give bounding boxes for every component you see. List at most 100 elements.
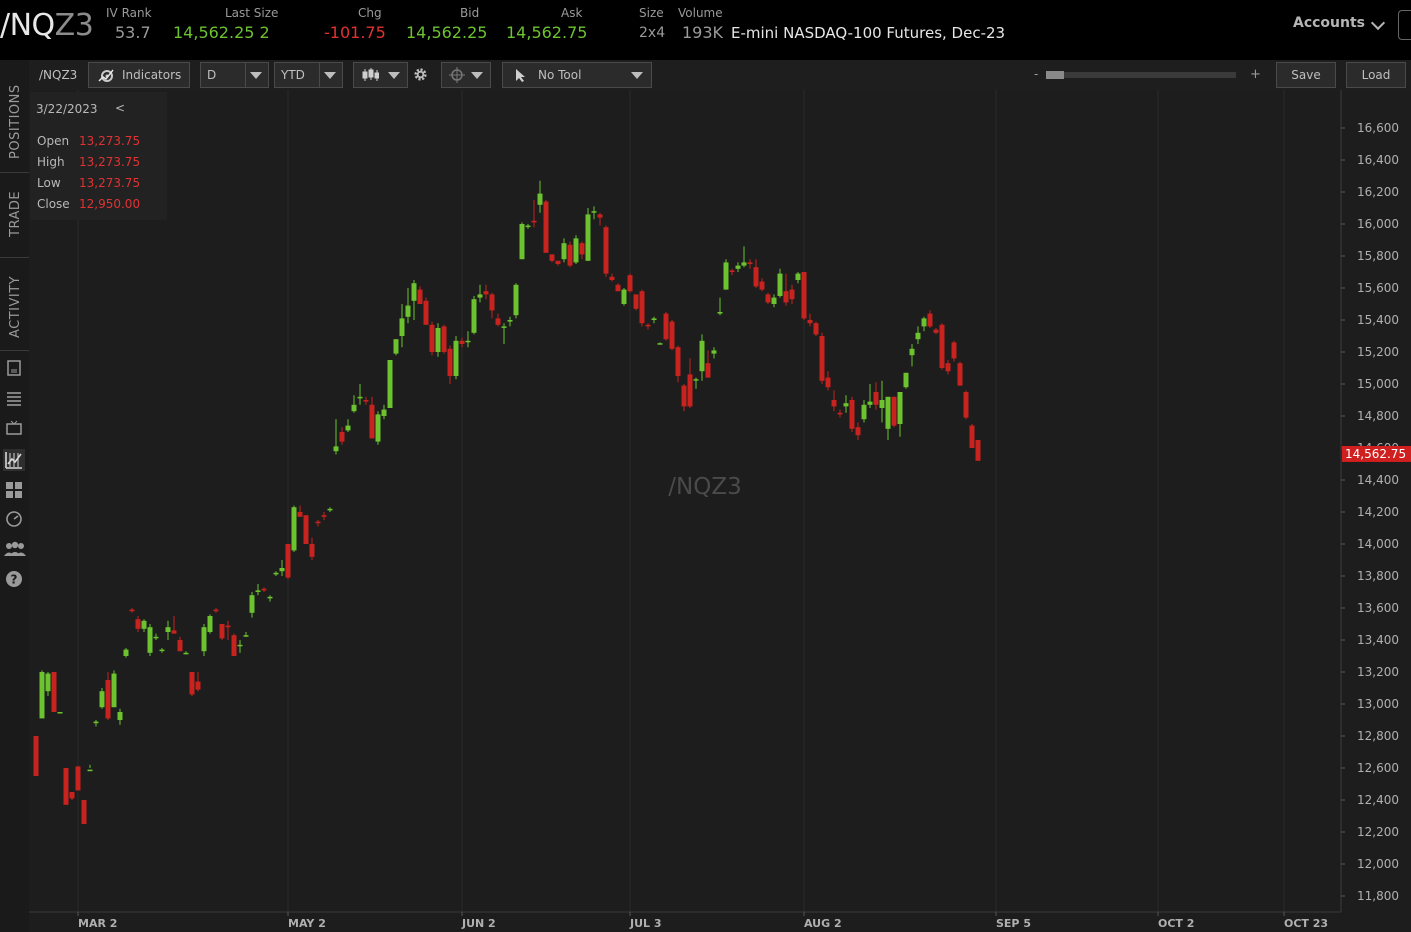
candle [783,291,789,303]
dropdown-separator [245,63,246,87]
indicators-label: Indicators [122,68,182,82]
candle [645,324,651,327]
candle [693,379,699,381]
candle [117,712,123,720]
candle [777,273,783,296]
svg-text:?: ? [11,573,18,587]
symbol-contract: Z3 [54,8,94,43]
y-tick-label: 14,800 [1357,409,1399,423]
save-button[interactable]: Save [1276,62,1336,88]
bid-value[interactable]: 14,562.25 [406,23,488,42]
y-tick-label: 13,400 [1357,633,1399,647]
candle [699,340,705,372]
interval-select[interactable]: D [200,62,269,88]
candle [927,313,933,327]
candlestick-chart[interactable]: /NQZ3 11,800 12,000 12,200 12,400 12,600 12,80… [29,90,1411,932]
candle [657,343,663,345]
candle [255,590,261,592]
nav-divider [0,257,29,258]
y-tick-label: 12,800 [1357,729,1399,743]
gauge-icon[interactable] [5,510,23,528]
candle [465,340,471,343]
candle [795,273,801,280]
candle [897,392,903,424]
interval-value: D [207,68,217,82]
panel-toggle[interactable] [1398,10,1411,40]
chart-icon[interactable] [3,449,25,471]
chevron-down-icon[interactable] [1370,15,1386,31]
tv-icon[interactable] [5,419,23,437]
pointer-icon [516,69,525,82]
candle [387,360,393,408]
watchlist-icon[interactable] [5,359,23,377]
chart-area[interactable]: /NQZ3 11,800 12,000 12,200 12,400 12,600 12,80… [29,90,1411,932]
candle [219,624,225,639]
accounts-menu[interactable]: Accounts [1292,15,1365,31]
candle [309,544,315,557]
drawing-tool-select[interactable]: No Tool [502,62,652,88]
candle [579,243,585,255]
ohlc-low-label: Low [37,176,61,190]
zoom-slider[interactable] [1046,71,1236,79]
candle [489,294,495,311]
zoom-in-button[interactable]: + [1250,67,1261,82]
candle [243,635,249,637]
range-select[interactable]: YTD [274,62,343,88]
iv-rank-label: IV Rank [106,6,152,20]
x-tick-label: AUG 2 [804,917,842,930]
candle [285,544,291,578]
candle [831,400,837,407]
candle [771,297,777,304]
symbol-title[interactable]: /NQZ3 [0,8,94,44]
chart-toolbar: /NQZ3 Indicators D YTD No Tool - + Save … [29,60,1411,90]
chart-style-select[interactable] [353,62,408,88]
candle [183,652,189,655]
candle [105,680,111,719]
y-tick-label: 12,600 [1357,761,1399,775]
drawing-tool-value: No Tool [538,68,582,82]
candle [741,262,747,266]
candle [663,313,669,340]
ask-value[interactable]: 14,562.75 [506,23,588,42]
candle [723,262,729,290]
y-tick-label: 15,400 [1357,313,1399,327]
last-size-value: 14,562.25 2 [173,23,270,42]
candle [501,326,507,328]
candle [969,425,975,448]
candle [201,627,207,652]
help-icon[interactable]: ? [5,570,23,588]
crosshair-select[interactable] [441,62,491,88]
candle [603,227,609,274]
last-price-label: 14,562.75 [1345,447,1406,461]
candle [633,294,639,309]
candle [297,512,303,517]
indicators-button[interactable]: Indicators [88,62,190,88]
tab-trade-label: TRADE [8,190,23,237]
quote-header: /NQZ3 IV Rank 53.7 Last Size 14,562.25 2… [0,0,1411,60]
chevron-down-icon [250,72,262,79]
candle [333,446,339,452]
candle [441,326,447,352]
candle [855,427,861,436]
candle [861,404,867,420]
gear-icon[interactable] [413,67,428,82]
list-icon[interactable] [5,389,23,407]
zoom-out-button[interactable]: - [1034,67,1039,81]
ohlc-back-button[interactable]: < [115,101,126,115]
iv-rank-value: 53.7 [115,23,151,42]
candle [837,412,843,415]
candle [435,328,441,352]
candle [303,515,309,544]
symbol-root: /NQ [0,8,55,43]
candle [879,400,885,408]
toolbar-symbol[interactable]: /NQZ3 [39,68,78,82]
zoom-slider-handle[interactable] [1046,71,1064,79]
candlestick-icon [362,68,379,81]
load-button[interactable]: Load [1346,62,1406,88]
grid-icon[interactable] [5,481,23,499]
candle [747,262,753,264]
community-icon[interactable] [3,540,27,558]
candle [453,340,459,376]
y-tick-label: 13,200 [1357,665,1399,679]
y-tick-label: 12,000 [1357,857,1399,871]
